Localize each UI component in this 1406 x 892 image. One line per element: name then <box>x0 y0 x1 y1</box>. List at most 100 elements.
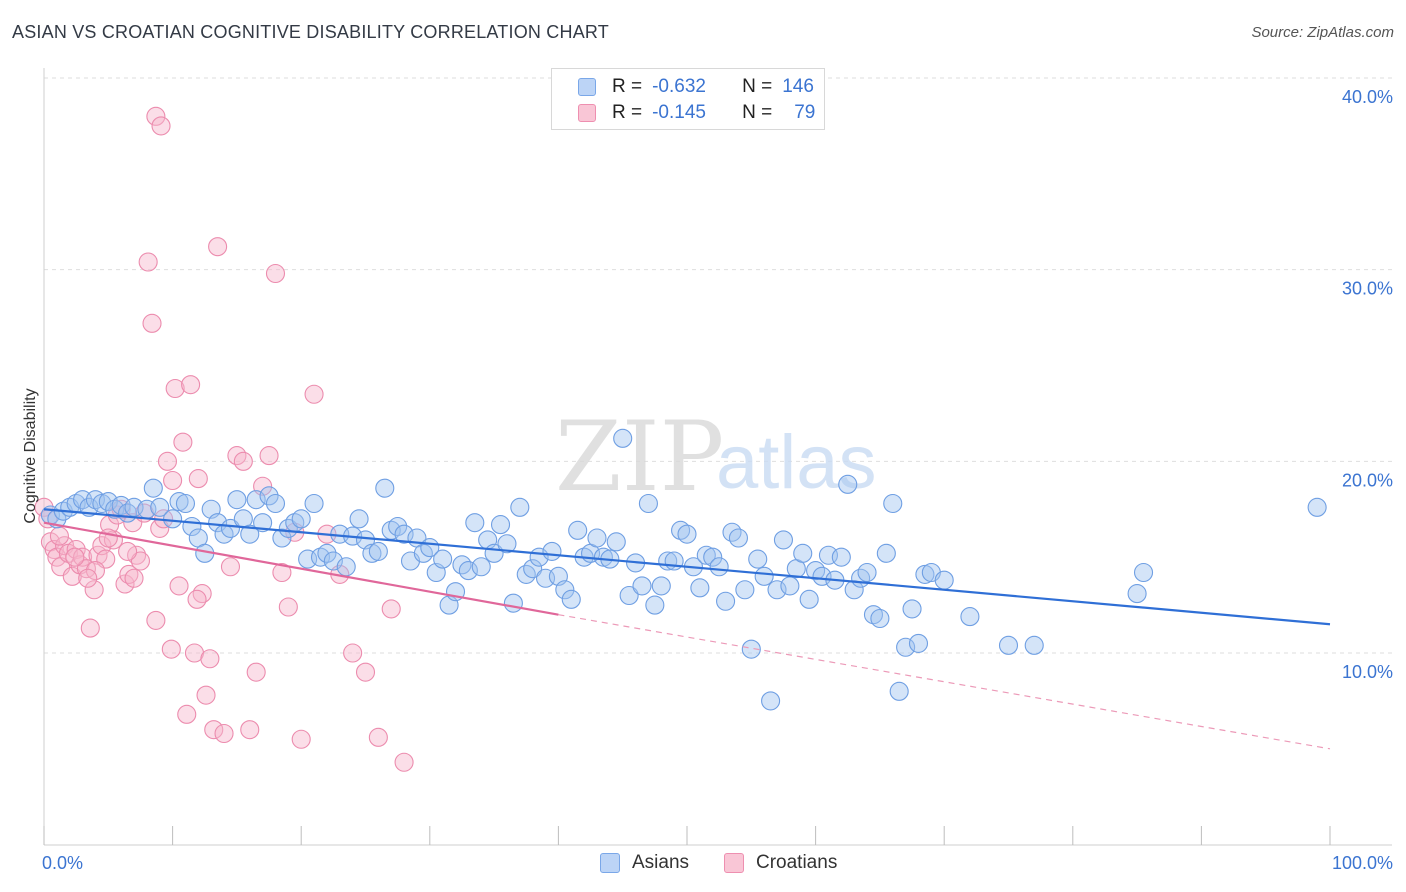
asians-swatch <box>578 78 596 96</box>
asians-point <box>716 591 736 611</box>
asians-point <box>375 478 395 498</box>
asians-point <box>368 541 388 561</box>
asians-point <box>92 493 112 514</box>
croatians-point <box>34 497 54 517</box>
asians-point <box>773 530 794 550</box>
croatians-point <box>181 375 201 395</box>
asians-point <box>336 557 356 577</box>
r-label: R = <box>612 76 643 97</box>
grid-lines <box>44 77 1392 654</box>
r-label: R = <box>612 102 643 123</box>
asians-point <box>664 551 684 571</box>
asians-point <box>561 589 581 609</box>
croatians-point <box>161 639 181 659</box>
asians-point <box>638 493 658 514</box>
asians-point <box>304 493 324 514</box>
asians-point <box>748 549 768 569</box>
tick-labels: 10.0% 20.0% 30.0% 40.0% 0.0% 100.0% <box>42 87 1393 873</box>
asians-point <box>908 633 929 653</box>
asians-point <box>651 576 671 596</box>
asians-point <box>761 691 781 711</box>
asians-r-value: -0.632 <box>652 76 706 97</box>
asians-point <box>323 551 343 571</box>
asians-point <box>696 545 716 565</box>
croatians-point <box>187 589 207 609</box>
asians-point <box>1127 584 1147 604</box>
asians-point <box>606 532 626 552</box>
asians-point <box>317 543 337 563</box>
croatians-point <box>291 729 311 749</box>
croatians-point <box>84 580 104 600</box>
asians-point <box>632 576 652 596</box>
croatians-point <box>355 662 376 682</box>
asians-point <box>497 534 517 554</box>
asians-point <box>690 578 710 598</box>
y-tick-label: 40.0% <box>1342 87 1393 107</box>
series-croatians-points <box>34 106 414 772</box>
asians-point <box>896 637 916 657</box>
asians-point <box>960 607 980 627</box>
asians-legend-swatch <box>600 853 620 873</box>
croatians-point <box>381 599 401 619</box>
asians-point <box>1307 497 1327 517</box>
y-tick-label: 20.0% <box>1342 470 1393 490</box>
asians-point <box>362 543 382 563</box>
croatians-point <box>196 685 216 705</box>
croatians-point <box>200 649 220 669</box>
asians-point <box>767 580 787 600</box>
asians-trend-line <box>43 508 1331 626</box>
asians-point <box>458 561 478 581</box>
asians-point <box>780 576 800 596</box>
croatians-point <box>124 568 144 588</box>
trend-lines <box>43 508 1331 750</box>
chart-title: ASIAN VS CROATIAN COGNITIVE DISABILITY C… <box>12 22 609 42</box>
croatians-point <box>73 547 93 567</box>
y-tick-label: 10.0% <box>1342 662 1393 682</box>
croatians-point <box>138 252 158 272</box>
asians-point <box>143 478 163 498</box>
croatians-point <box>146 610 166 630</box>
croatians-point <box>394 752 414 772</box>
croatians-point <box>151 116 171 136</box>
asians-point <box>388 516 408 537</box>
legend-label-asians: Asians <box>632 852 690 873</box>
croatians-legend-swatch <box>724 853 744 873</box>
asians-point <box>291 509 311 529</box>
x-tick-label: 0.0% <box>42 853 83 873</box>
asians-point <box>619 585 639 606</box>
asians-point <box>677 524 697 544</box>
asians-point <box>240 524 260 544</box>
croatians-trend-line <box>43 521 559 616</box>
croatians-point <box>49 526 69 546</box>
asians-point <box>394 524 414 544</box>
legend-item-croatians[interactable]: Croatians <box>724 852 837 874</box>
asians-point <box>503 593 523 613</box>
croatians-point <box>163 470 183 491</box>
croatians-point <box>265 263 286 284</box>
watermark-zip: ZIP <box>555 401 724 513</box>
watermark-atlas: atlas <box>716 420 877 505</box>
asians-point <box>169 492 189 512</box>
n-label: N = <box>742 76 773 97</box>
asians-point <box>220 518 241 538</box>
croatians-point <box>115 574 135 594</box>
croatians-point <box>173 432 193 452</box>
croatians-point <box>66 539 86 560</box>
asians-point <box>227 490 247 510</box>
series-legend: Asians Croatians <box>0 852 1406 878</box>
croatians-point <box>192 584 212 604</box>
legend-item-asians[interactable]: Asians <box>600 852 689 874</box>
croatians-point <box>80 618 100 638</box>
asians-point <box>265 493 286 514</box>
asians-point <box>253 513 273 533</box>
asians-point <box>799 589 819 609</box>
asians-point <box>741 639 761 659</box>
croatians-r-value: -0.145 <box>652 102 706 123</box>
asians-point <box>870 608 890 629</box>
asians-point <box>1024 635 1044 655</box>
asians-point <box>471 557 491 577</box>
asians-point <box>703 547 723 567</box>
croatians-point <box>85 561 105 581</box>
asians-point <box>889 681 909 701</box>
croatians-point <box>118 541 138 561</box>
